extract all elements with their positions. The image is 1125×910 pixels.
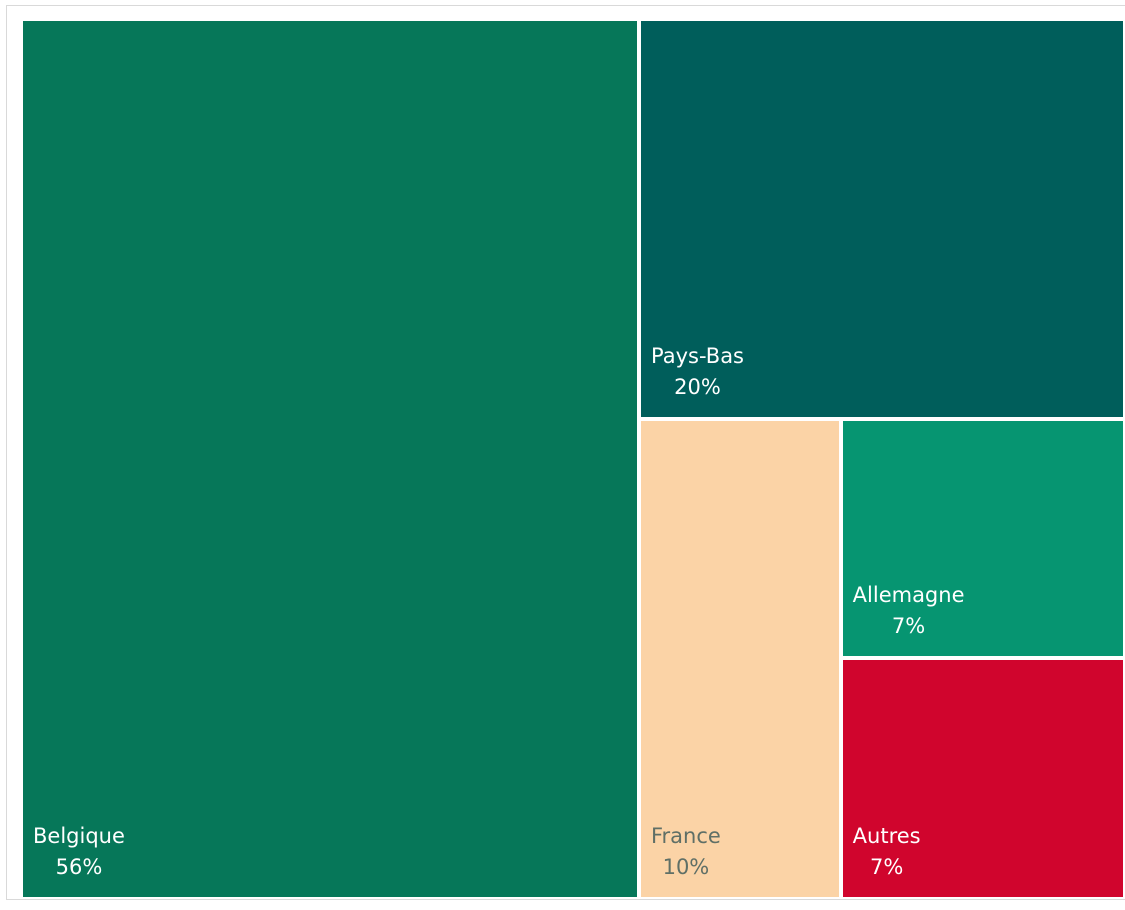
tile-value-autres: 7% — [869, 854, 904, 879]
tile-label-autres: Autres 7% — [853, 821, 921, 883]
tile-value-france: 10% — [662, 854, 710, 879]
tile-value-allemagne: 7% — [891, 614, 926, 639]
tile-allemagne: Allemagne 7% — [842, 421, 1123, 657]
tile-name-france: France — [651, 823, 721, 848]
tile-label-pays-bas: Pays-Bas 20% — [651, 341, 744, 403]
tile-name-pays-bas: Pays-Bas — [651, 344, 745, 369]
tile-value-belgique: 56% — [55, 855, 103, 879]
tile-label-france: France 10% — [651, 821, 721, 883]
tile-value-pays-bas: 20% — [674, 375, 721, 400]
tile-label-allemagne: Allemagne 7% — [853, 580, 965, 642]
tile-belgique: Belgique 56% — [23, 21, 637, 897]
tile-autres: Autres 7% — [842, 660, 1123, 897]
tile-name-allemagne: Allemagne — [852, 583, 965, 608]
tile-label-belgique: Belgique 56% — [33, 821, 125, 883]
tile-name-autres: Autres — [852, 823, 921, 848]
tile-name-belgique: Belgique — [33, 824, 125, 848]
tile-pays-bas: Pays-Bas 20% — [641, 21, 1123, 418]
tile-france: France 10% — [641, 421, 839, 897]
